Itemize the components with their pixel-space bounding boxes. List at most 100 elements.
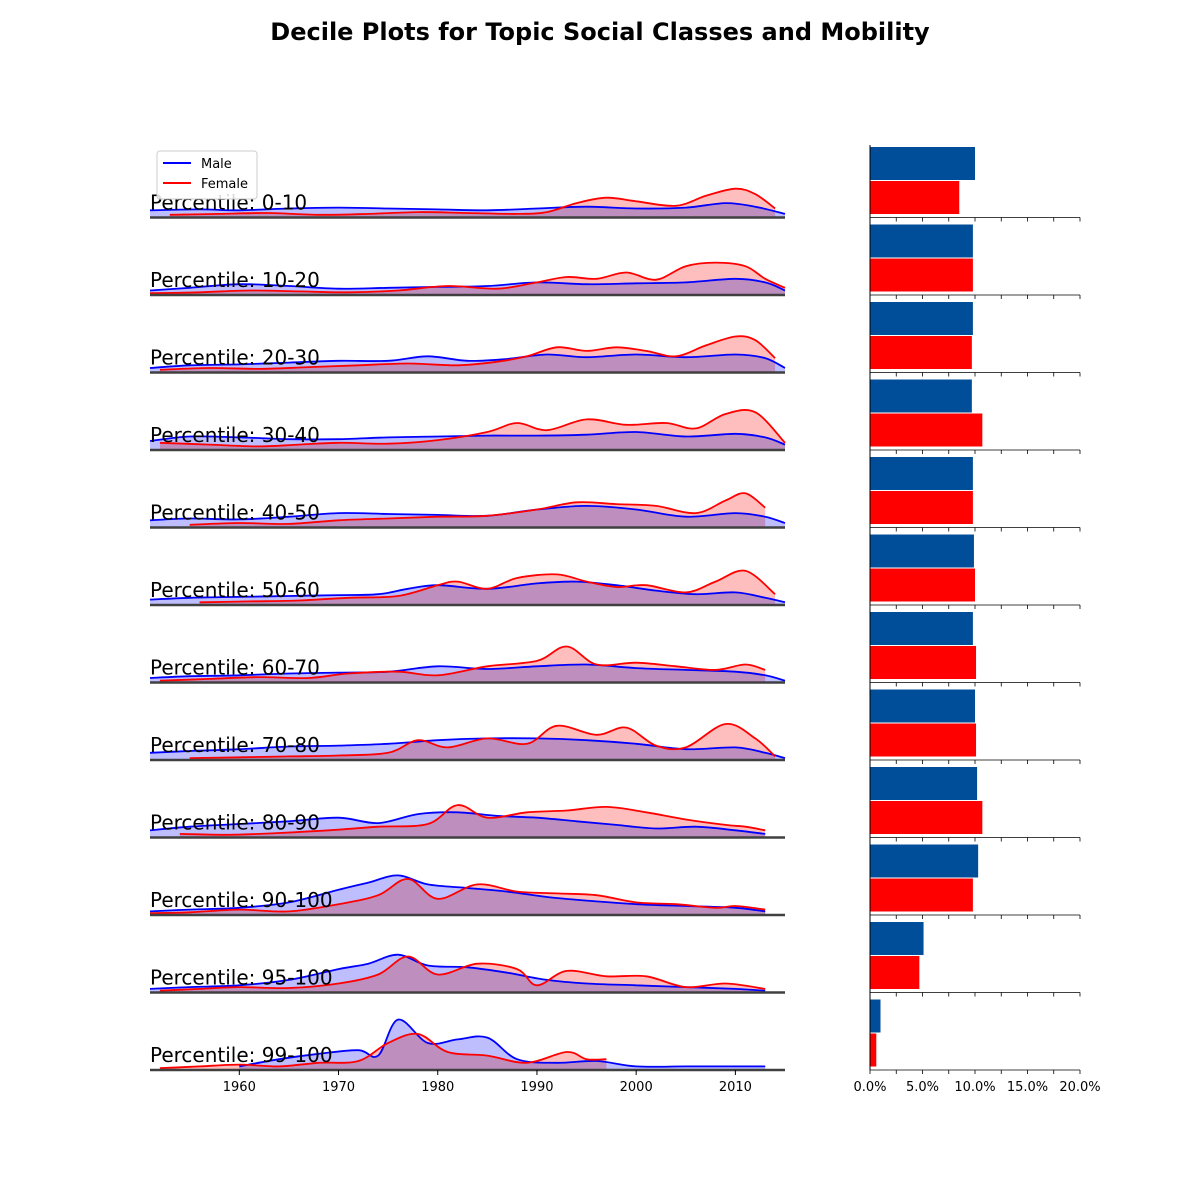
bar-male (870, 379, 972, 413)
bar-male (870, 922, 924, 955)
bar-tick-label: 20.0% (1059, 1080, 1100, 1095)
bar-row (869, 689, 1081, 764)
bar-male (870, 999, 881, 1033)
female-area (189, 723, 776, 760)
bar-row (869, 612, 1081, 687)
x-tick-label: 1990 (520, 1080, 553, 1095)
ridge-row: Percentile: 20-30 (149, 335, 786, 374)
bar-tick-label: 5.0% (906, 1080, 939, 1095)
bar-tick-label: 0.0% (853, 1080, 886, 1095)
female-line (169, 187, 776, 216)
bar-row (869, 147, 1081, 222)
bar-male (870, 147, 975, 180)
bar-male (870, 302, 973, 335)
bar-male (870, 534, 974, 568)
bar-row (869, 999, 1081, 1074)
ridge-row: Percentile: 90-100 (149, 874, 785, 917)
bar-tick-label: 10.0% (954, 1080, 995, 1095)
male-line (149, 202, 786, 215)
row-label: Percentile: 10-20 (150, 268, 320, 292)
female-area (159, 409, 785, 450)
female-line (159, 955, 766, 992)
ridge-row: Percentile: 30-40 (149, 409, 786, 452)
row-label: Percentile: 20-30 (150, 346, 320, 370)
row-label: Percentile: 99-100 (150, 1043, 333, 1067)
female-area (179, 805, 766, 838)
legend-label-male: Male (201, 157, 232, 172)
female-line (179, 804, 766, 836)
ridge-row: Percentile: 10-20 (149, 261, 786, 297)
bar-male (870, 224, 973, 258)
male-line (149, 277, 786, 292)
female-line (189, 723, 776, 760)
female-area (150, 878, 766, 915)
bar-row (869, 379, 1081, 454)
row-label: Percentile: 50-60 (150, 578, 320, 602)
female-area (159, 336, 776, 373)
bar-female (870, 646, 977, 679)
bar-row (869, 457, 1081, 532)
female-area (169, 188, 776, 218)
bar-female (870, 568, 975, 602)
bar-row (869, 534, 1081, 609)
bar-female (870, 336, 972, 369)
ridge-row: Percentile: 70-80 (149, 723, 786, 762)
bar-row (869, 302, 1081, 377)
row-label: Percentile: 30-40 (150, 423, 320, 447)
male-line (149, 953, 766, 992)
bar-female (870, 1033, 877, 1067)
female-line (159, 409, 786, 448)
ridge-row: Percentile: 50-60 (149, 569, 786, 607)
bar-plots: 0.0% 5.0% 10.0% 15.0% 20.0% (853, 145, 1101, 1095)
ridge-row: Percentile: 80-90 (149, 804, 785, 839)
ridge-row: Percentile: 40-50 (149, 492, 786, 529)
bar-male (870, 767, 978, 800)
row-label: Percentile: 95-100 (150, 966, 333, 990)
male-line (149, 663, 786, 682)
x-tick-label: 2010 (719, 1080, 752, 1095)
bar-row (869, 922, 1081, 997)
bar-female (870, 723, 977, 757)
x-tick-label: 1970 (322, 1080, 355, 1095)
bar-tick-label: 15.0% (1007, 1080, 1048, 1095)
row-label: Percentile: 40-50 (150, 501, 320, 525)
female-area (159, 956, 766, 993)
ridge-row: Percentile: 99-100 (150, 1018, 785, 1072)
female-line (149, 261, 786, 295)
female-area (159, 1033, 607, 1070)
bar-female (870, 491, 973, 524)
female-area (159, 646, 766, 683)
female-line (159, 645, 766, 682)
female-area (189, 493, 766, 528)
bar-row (869, 224, 1081, 299)
row-label: Percentile: 90-100 (150, 888, 333, 912)
bar-male (870, 844, 979, 878)
bar-female (870, 801, 983, 834)
bar-row (869, 767, 1081, 842)
chart-title: Decile Plots for Topic Social Classes an… (270, 18, 930, 46)
female-line (159, 1032, 607, 1070)
row-label: Percentile: 70-80 (150, 733, 320, 757)
x-tick-label: 1980 (421, 1080, 454, 1095)
bar-male (870, 457, 973, 490)
bar-row (869, 844, 1081, 919)
bar-male (870, 689, 975, 723)
bar-male (870, 612, 973, 645)
male-line (149, 874, 766, 913)
female-line (189, 492, 766, 526)
x-tick-label: 2000 (620, 1080, 653, 1095)
female-area (150, 262, 785, 295)
male-line (149, 353, 786, 369)
female-line (199, 569, 776, 604)
bar-female (870, 878, 973, 912)
legend: Male Female (156, 150, 258, 200)
row-label: Percentile: 60-70 (150, 656, 320, 680)
ridge-row: Percentile: 95-100 (149, 953, 785, 994)
bar-female (870, 956, 920, 989)
bar-female (870, 181, 960, 214)
female-line (159, 335, 776, 371)
row-label: Percentile: 80-90 (150, 811, 320, 835)
ridge-row: Percentile: 60-70 (149, 645, 786, 684)
male-line (149, 431, 786, 446)
